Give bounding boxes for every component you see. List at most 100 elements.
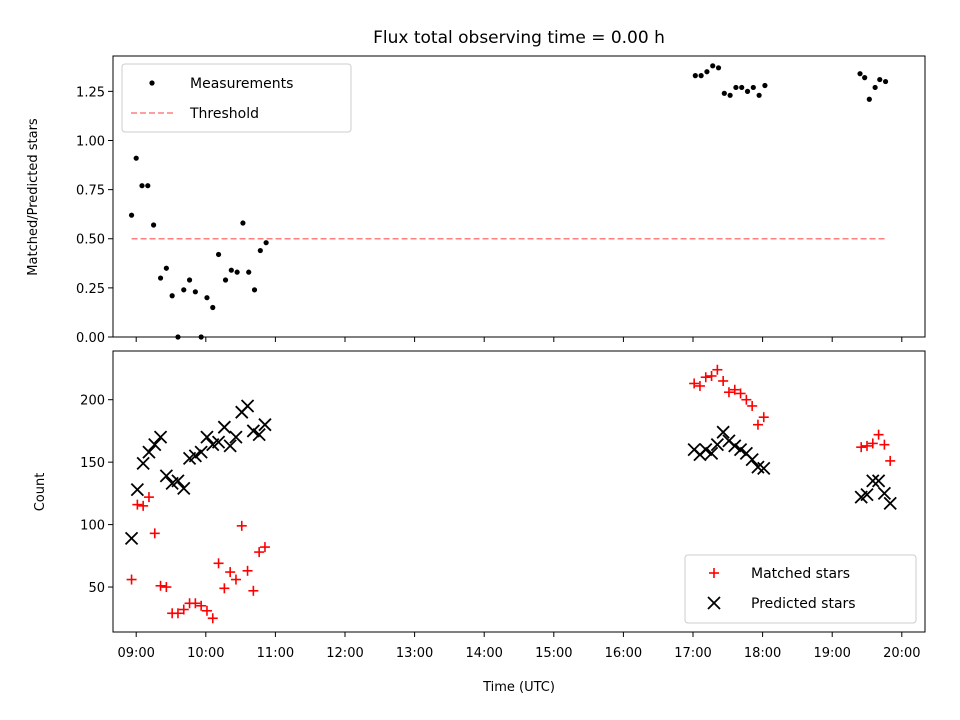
measurement-point <box>257 247 263 254</box>
measurement-point <box>192 289 198 295</box>
x-stroke-b <box>211 435 226 449</box>
x-stroke-b <box>240 399 255 413</box>
measurement-point <box>750 84 756 91</box>
measurement-point <box>234 269 240 275</box>
legend-predicted-marker <box>707 596 721 610</box>
x-tick-label: 09:00 <box>117 646 154 661</box>
top-plot-marks <box>128 63 889 340</box>
x-stroke-b <box>866 474 880 488</box>
matched-star-point <box>885 455 896 466</box>
measurement-point <box>710 63 716 69</box>
measurement-point <box>186 277 193 283</box>
measurement-point <box>151 222 157 228</box>
measurement-point <box>145 183 151 189</box>
predicted-star-point <box>188 449 202 463</box>
predicted-star-point <box>136 456 150 471</box>
legend-threshold-label: Threshold <box>189 106 259 122</box>
matched-star-point <box>729 384 740 395</box>
x-tick-label: 20:00 <box>883 646 920 661</box>
matched-star-point <box>718 375 729 386</box>
x-stroke-b <box>130 482 144 497</box>
measurement-point <box>692 73 698 79</box>
measurement-point <box>251 287 258 293</box>
matched-star-point <box>879 439 890 450</box>
legend-measurements-label: Measurements <box>190 76 293 92</box>
bottom-plot-marks <box>124 364 897 624</box>
legend-matched-marker <box>709 568 719 578</box>
x-stroke-b <box>229 430 243 444</box>
measurement-point <box>215 251 222 258</box>
top-axes-frame <box>112 55 926 338</box>
measurement-point <box>857 71 863 77</box>
x-tick-label: 13:00 <box>396 646 433 661</box>
predicted-star-point <box>240 399 255 413</box>
matched-star-point <box>138 500 149 511</box>
y-tick-label: 0.50 <box>76 233 105 248</box>
measurement-point <box>128 212 135 218</box>
legend-matched-label: Matched stars <box>751 566 850 582</box>
matched-star-point <box>873 429 884 440</box>
y-tick-label: 0.25 <box>76 282 105 297</box>
matched-star-point <box>149 528 160 539</box>
x-stroke-b <box>136 456 150 471</box>
x-tick-label: 15:00 <box>535 646 572 661</box>
x-tick-label: 19:00 <box>813 646 850 661</box>
x-stroke-b <box>148 438 162 452</box>
legend-measurements-marker <box>149 80 155 86</box>
predicted-star-point <box>745 453 759 467</box>
x-stroke-b <box>171 474 185 488</box>
predicted-star-point <box>704 446 719 461</box>
bottom-legend-box <box>684 554 917 624</box>
predicted-star-point <box>699 443 713 457</box>
matched-star-point <box>230 574 241 585</box>
matched-star-point <box>190 598 201 609</box>
predicted-star-point <box>252 428 266 442</box>
predicted-star-point <box>757 461 771 476</box>
x-tick-label: 11:00 <box>257 646 294 661</box>
predicted-star-point <box>733 443 748 457</box>
matched-star-point <box>747 400 758 411</box>
top-legend: Measurements Threshold <box>121 63 352 133</box>
y-tick-label: 0.00 <box>76 331 105 346</box>
measurement-point <box>263 240 269 246</box>
matched-star-point <box>178 604 189 615</box>
measurement-point <box>756 92 762 98</box>
measurement-point <box>698 73 704 79</box>
predicted-star-point <box>229 430 243 444</box>
measurement-point <box>744 88 751 94</box>
matched-star-point <box>242 565 253 576</box>
matched-star-point <box>248 585 259 596</box>
predicted-star-point <box>871 474 886 488</box>
matched-star-point <box>741 394 752 405</box>
x-tick-label: 18:00 <box>744 646 781 661</box>
measurement-point <box>739 84 745 91</box>
measurement-point <box>715 65 722 71</box>
x-stroke-b <box>716 425 730 439</box>
predicted-star-point <box>211 435 226 449</box>
x-stroke-b <box>200 430 214 444</box>
matched-star-point <box>132 499 143 510</box>
x-stroke-b <box>252 428 266 442</box>
measurement-point <box>157 275 164 281</box>
measurement-point <box>721 90 727 96</box>
y-tick-label: 200 <box>80 394 105 409</box>
measurement-point <box>704 69 710 75</box>
x-stroke-b <box>258 418 272 432</box>
y-tick-label: 1.25 <box>76 85 105 100</box>
legend-predicted-label: Predicted stars <box>751 596 856 612</box>
predicted-star-point <box>124 531 139 545</box>
x-stroke-b <box>142 445 156 459</box>
matched-star-point <box>172 608 183 619</box>
matched-star-point <box>196 600 207 611</box>
predicted-star-point <box>153 430 168 444</box>
bottom-axis-ticks: 50 100 150 200 09:00 10:00 11:00 12:00 13:00 14:0… <box>80 394 920 661</box>
x-tick-label: 12:00 <box>326 646 363 661</box>
predicted-star-point <box>728 439 742 453</box>
measurement-point <box>246 269 252 275</box>
matched-star-point <box>758 412 769 423</box>
predicted-star-point <box>171 474 185 488</box>
matched-star-point <box>856 442 867 453</box>
predicted-star-point <box>716 425 730 439</box>
x-stroke-b <box>223 439 237 453</box>
